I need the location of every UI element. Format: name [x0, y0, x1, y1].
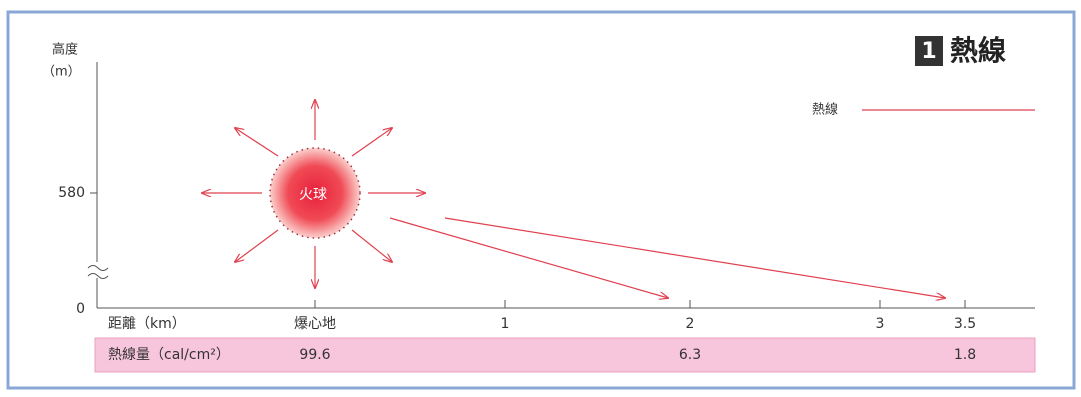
x-tick-label: 3: [876, 316, 885, 332]
x-axis-label: 距離（km）: [108, 315, 186, 332]
table-label: 熱線量（cal/cm²）: [108, 347, 230, 363]
y-tick-label: 0: [76, 301, 85, 317]
header-number: 1: [921, 39, 936, 64]
fireball-label: 火球: [299, 187, 327, 203]
y-axis-label: 高度: [52, 42, 78, 58]
x-tick-label: 2: [686, 316, 695, 332]
x-tick-label: 1: [501, 316, 510, 332]
table-row: [95, 338, 1035, 372]
header-title: 熱線: [950, 34, 1006, 67]
table-value: 6.3: [679, 347, 701, 363]
y-axis-unit: （m）: [42, 65, 81, 80]
table-value: 99.6: [299, 347, 330, 363]
x-tick-label: 3.5: [954, 316, 976, 332]
x-tick-label: 爆心地: [294, 316, 336, 332]
legend-label: 熱線: [812, 102, 838, 118]
table-value: 1.8: [954, 347, 976, 363]
y-tick-label: 580: [58, 185, 85, 201]
diagram: 1 熱線 熱線 高度 （m） 580 0 距離（km） 爆心地 1 2 3 3.…: [0, 0, 1081, 393]
